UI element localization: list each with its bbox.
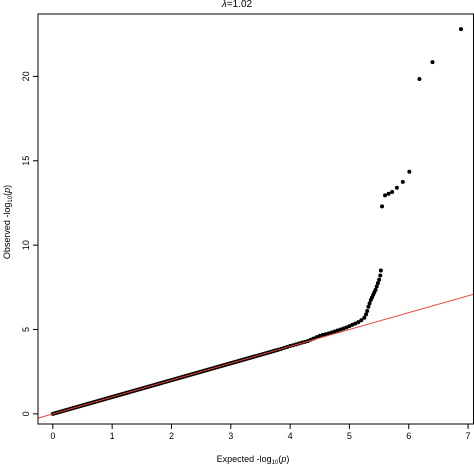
data-point bbox=[380, 204, 385, 209]
data-point bbox=[373, 287, 378, 292]
chart-title: λ=1.02 bbox=[221, 0, 253, 10]
y-label-close: ) bbox=[2, 185, 12, 188]
x-tick-label: 0 bbox=[50, 431, 55, 441]
data-point bbox=[400, 179, 405, 184]
x-tick-label: 2 bbox=[169, 431, 174, 441]
data-point bbox=[362, 315, 367, 320]
reference-line bbox=[38, 293, 474, 419]
title-value: =1.02 bbox=[227, 0, 253, 10]
x-tick-label: 5 bbox=[347, 431, 352, 441]
x-tick-label: 4 bbox=[288, 431, 293, 441]
data-point bbox=[367, 301, 372, 306]
y-label-sub: 10 bbox=[8, 195, 14, 202]
plot-frame bbox=[37, 13, 474, 425]
x-axis-label: Expected -log10(p) bbox=[217, 454, 290, 464]
y-axis-label: Observed -log10(p) bbox=[2, 185, 14, 259]
y-tick-label: 10 bbox=[21, 240, 31, 250]
data-point bbox=[458, 27, 463, 32]
x-tick-label: 1 bbox=[110, 431, 115, 441]
y-tick-label: 5 bbox=[21, 327, 31, 332]
x-label-prefix: Expected -log bbox=[217, 454, 272, 464]
title-lambda: λ bbox=[221, 0, 227, 10]
data-point bbox=[378, 273, 383, 278]
x-tick-label: 3 bbox=[228, 431, 233, 441]
data-point bbox=[430, 60, 435, 65]
data-point bbox=[375, 281, 380, 286]
plot-area bbox=[38, 27, 474, 419]
data-point bbox=[377, 277, 382, 282]
x-label-var: p bbox=[280, 454, 286, 464]
axes: 0 1 2 3 4 5 6 7 0 5 10 15 20 bbox=[21, 13, 474, 441]
data-point bbox=[374, 284, 379, 289]
data-point bbox=[365, 308, 370, 313]
data-point bbox=[359, 318, 364, 323]
data-point bbox=[356, 320, 361, 325]
data-point bbox=[390, 190, 395, 195]
y-label-prefix: Observed -log bbox=[2, 203, 12, 260]
y-tick-label: 20 bbox=[21, 71, 31, 81]
data-point bbox=[417, 76, 422, 81]
data-point bbox=[394, 185, 399, 190]
y-tick-label: 0 bbox=[21, 411, 31, 416]
data-point bbox=[407, 169, 412, 174]
x-label-close: ) bbox=[286, 454, 289, 464]
x-tick-label: 7 bbox=[466, 431, 471, 441]
x-tick-label: 6 bbox=[406, 431, 411, 441]
data-point bbox=[386, 191, 391, 196]
data-point bbox=[378, 268, 383, 273]
y-tick-label: 15 bbox=[21, 156, 31, 166]
data-point bbox=[364, 312, 369, 317]
y-label-var: p bbox=[2, 188, 12, 194]
x-label-open: ( bbox=[278, 454, 281, 464]
data-point bbox=[366, 304, 371, 309]
data-point bbox=[383, 193, 388, 198]
y-label-open: ( bbox=[2, 193, 12, 196]
x-label-sub: 10 bbox=[272, 460, 279, 464]
